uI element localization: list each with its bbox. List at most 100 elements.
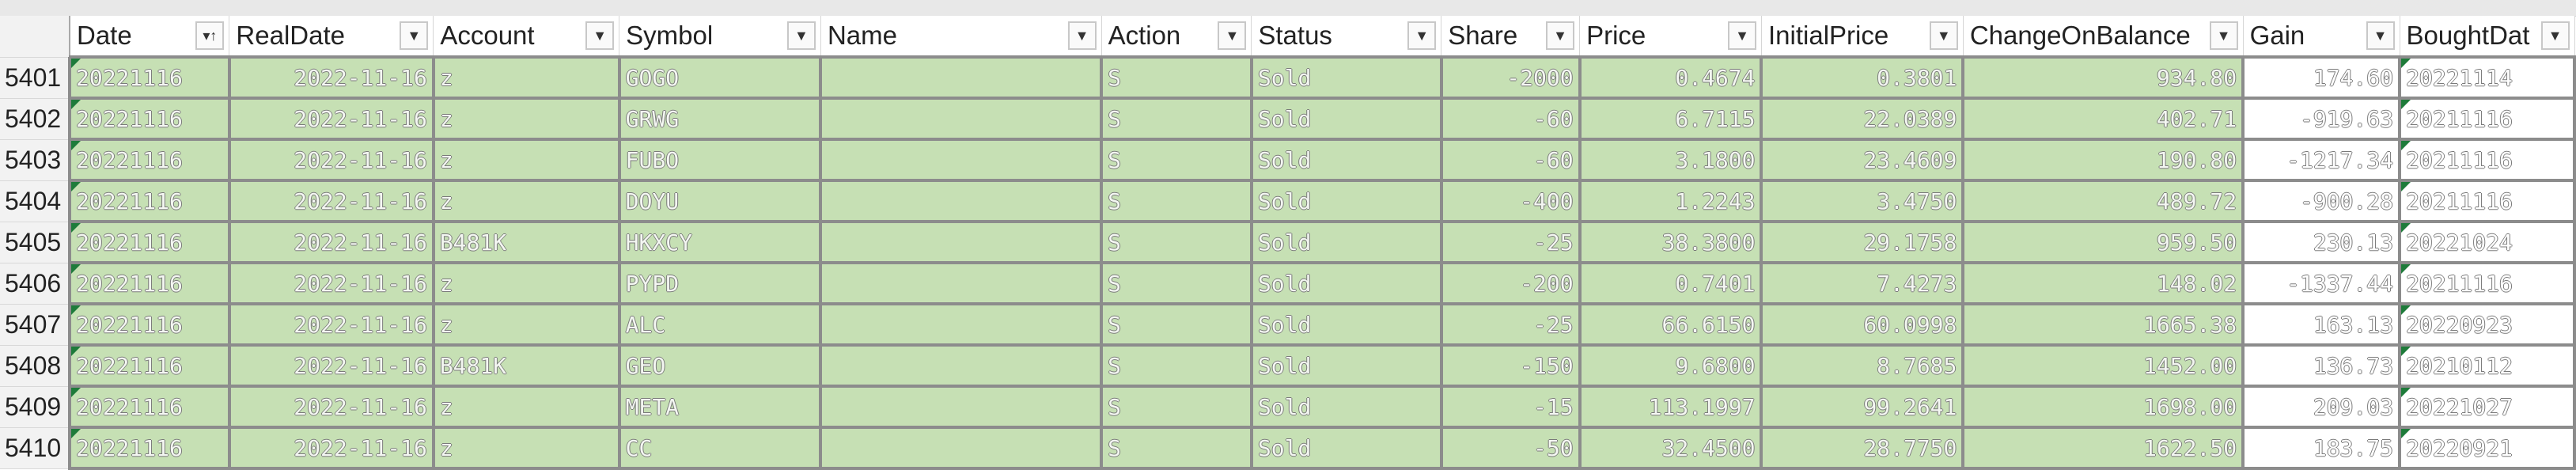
cell-realdate[interactable]: 2022-11-16 [227,179,435,223]
col-header-status[interactable]: Status ▼ [1251,16,1442,58]
cell-status[interactable]: Sold [1249,261,1443,305]
cell-initialprice[interactable]: 7.4273 [1760,261,1965,305]
cell-price[interactable]: 0.7401 [1578,261,1763,305]
cell-realdate[interactable]: 2022-11-16 [227,55,435,100]
cell-share[interactable]: -200 [1439,261,1582,305]
cell-name[interactable] [819,385,1104,429]
filter-dropdown-icon[interactable]: ▼ [1067,21,1097,50]
filter-dropdown-icon[interactable]: ▼ [2209,21,2238,50]
cell-action[interactable]: S [1100,138,1253,182]
cell-realdate[interactable]: 2022-11-16 [227,302,435,347]
cell-price[interactable]: 0.4674 [1578,55,1763,100]
cell-date[interactable]: 20221116 [67,302,231,347]
cell-symbol[interactable]: PYPD [617,261,823,305]
cell-status[interactable]: Sold [1249,343,1443,388]
col-header-share[interactable]: Share ▼ [1441,16,1581,58]
cell-name[interactable] [819,343,1104,388]
cell-price[interactable]: 38.3800 [1578,220,1763,264]
filter-dropdown-icon[interactable]: ▼ [1929,21,1958,50]
filter-dropdown-icon[interactable]: ▼ [786,21,816,50]
cell-price[interactable]: 6.7115 [1578,97,1763,141]
sort-ascending-icon[interactable]: ▾↑ [195,21,225,50]
cell-action[interactable]: S [1100,302,1253,347]
cell-boughtdate[interactable]: 20220921 [2398,426,2576,470]
cell-name[interactable] [819,138,1104,182]
cell-changeonbalance[interactable]: 190.80 [1961,138,2245,182]
cell-date[interactable]: 20221116 [67,385,231,429]
cell-share[interactable]: -15 [1439,385,1582,429]
cell-date[interactable]: 20221116 [67,179,231,223]
row-number[interactable]: 5408 [0,345,70,387]
cell-name[interactable] [819,302,1104,347]
cell-gain[interactable]: 209.03 [2241,385,2401,429]
cell-realdate[interactable]: 2022-11-16 [227,343,435,388]
cell-status[interactable]: Sold [1249,97,1443,141]
filter-dropdown-icon[interactable]: ▼ [2366,21,2395,50]
row-number[interactable]: 5402 [0,98,70,140]
cell-share[interactable]: -25 [1439,220,1582,264]
cell-action[interactable]: S [1100,97,1253,141]
cell-name[interactable] [819,179,1104,223]
cell-gain[interactable]: 136.73 [2241,343,2401,388]
cell-share[interactable]: -60 [1439,138,1582,182]
cell-symbol[interactable]: DOYU [617,179,823,223]
cell-realdate[interactable]: 2022-11-16 [227,385,435,429]
cell-share[interactable]: -2000 [1439,55,1582,100]
filter-dropdown-icon[interactable]: ▼ [585,21,615,50]
cell-status[interactable]: Sold [1249,385,1443,429]
cell-initialprice[interactable]: 23.4609 [1760,138,1965,182]
cell-action[interactable]: S [1100,426,1253,470]
cell-gain[interactable]: 174.60 [2241,55,2401,100]
cell-initialprice[interactable]: 3.4750 [1760,179,1965,223]
cell-name[interactable] [819,97,1104,141]
cell-initialprice[interactable]: 8.7685 [1760,343,1965,388]
cell-action[interactable]: S [1100,55,1253,100]
cell-name[interactable] [819,426,1104,470]
cell-date[interactable]: 20221116 [67,97,231,141]
cell-price[interactable]: 1.2243 [1578,179,1763,223]
cell-price[interactable]: 32.4500 [1578,426,1763,470]
cell-share[interactable]: -400 [1439,179,1582,223]
cell-price[interactable]: 9.6800 [1578,343,1763,388]
cell-status[interactable]: Sold [1249,138,1443,182]
row-number[interactable]: 5409 [0,386,70,428]
cell-initialprice[interactable]: 60.0998 [1760,302,1965,347]
cell-account[interactable]: z [431,426,621,470]
cell-date[interactable]: 20221116 [67,55,231,100]
cell-realdate[interactable]: 2022-11-16 [227,426,435,470]
col-header-boughtdate[interactable]: BoughtDat ▼ [2400,16,2575,58]
col-header-date[interactable]: Date ▾↑ [69,16,230,58]
cell-symbol[interactable]: META [617,385,823,429]
col-header-symbol[interactable]: Symbol ▼ [619,16,821,58]
cell-realdate[interactable]: 2022-11-16 [227,261,435,305]
cell-initialprice[interactable]: 0.3801 [1760,55,1965,100]
filter-dropdown-icon[interactable]: ▼ [1407,21,1437,50]
col-header-price[interactable]: Price ▼ [1579,16,1762,58]
cell-initialprice[interactable]: 22.0389 [1760,97,1965,141]
row-number[interactable]: 5404 [0,180,70,222]
cell-initialprice[interactable]: 99.2641 [1760,385,1965,429]
col-header-name[interactable]: Name ▼ [820,16,1102,58]
cell-symbol[interactable]: GOGO [617,55,823,100]
cell-action[interactable]: S [1100,261,1253,305]
cell-gain[interactable]: -919.63 [2241,97,2401,141]
cell-symbol[interactable]: HKXCY [617,220,823,264]
cell-action[interactable]: S [1100,220,1253,264]
cell-changeonbalance[interactable]: 402.71 [1961,97,2245,141]
cell-share[interactable]: -25 [1439,302,1582,347]
cell-account[interactable]: z [431,55,621,100]
filter-dropdown-icon[interactable]: ▼ [2540,21,2570,50]
cell-account[interactable]: z [431,97,621,141]
corner-cell[interactable] [0,16,70,58]
cell-symbol[interactable]: ALC [617,302,823,347]
cell-changeonbalance[interactable]: 489.72 [1961,179,2245,223]
row-number[interactable]: 5401 [0,57,70,99]
cell-gain[interactable]: -900.28 [2241,179,2401,223]
row-number[interactable]: 5403 [0,139,70,181]
col-header-initialprice[interactable]: InitialPrice ▼ [1761,16,1964,58]
cell-date[interactable]: 20221116 [67,343,231,388]
cell-date[interactable]: 20221116 [67,426,231,470]
cell-account[interactable]: z [431,261,621,305]
filter-dropdown-icon[interactable]: ▼ [1546,21,1575,50]
cell-share[interactable]: -60 [1439,97,1582,141]
